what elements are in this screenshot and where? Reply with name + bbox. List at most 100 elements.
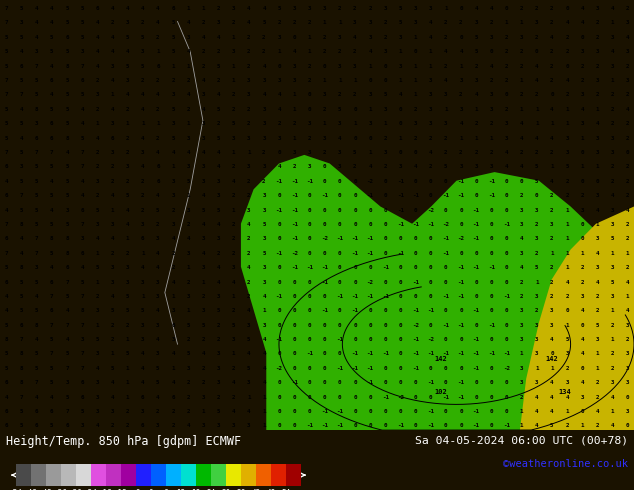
- Text: 5: 5: [50, 222, 53, 227]
- Text: 4: 4: [217, 35, 220, 40]
- Text: 5: 5: [217, 208, 220, 213]
- Text: 3: 3: [141, 279, 145, 285]
- Text: 5: 5: [20, 78, 23, 83]
- Text: 3: 3: [141, 323, 145, 328]
- Text: 2: 2: [505, 35, 508, 40]
- Text: 4: 4: [247, 222, 250, 227]
- Text: 4: 4: [429, 21, 432, 25]
- Text: 3: 3: [338, 64, 342, 69]
- Text: -1: -1: [443, 323, 450, 328]
- Text: 4: 4: [247, 21, 250, 25]
- Text: 4: 4: [171, 236, 175, 242]
- Text: 4: 4: [368, 49, 372, 54]
- Text: -1: -1: [351, 294, 358, 299]
- Text: 1: 1: [595, 107, 599, 112]
- Text: 5: 5: [20, 294, 23, 299]
- Text: 0: 0: [429, 179, 432, 184]
- Text: 4: 4: [368, 165, 372, 170]
- Text: 4: 4: [96, 366, 99, 371]
- Text: 5: 5: [171, 49, 175, 54]
- Text: 4: 4: [489, 64, 493, 69]
- Text: 1: 1: [611, 409, 614, 414]
- Text: 2: 2: [535, 222, 538, 227]
- Text: 0: 0: [429, 323, 432, 328]
- Text: 4: 4: [171, 150, 175, 155]
- Text: 2: 2: [489, 150, 493, 155]
- Text: 0: 0: [292, 423, 296, 428]
- Text: 5: 5: [20, 409, 23, 414]
- Text: 4: 4: [20, 136, 23, 141]
- Text: 3: 3: [232, 6, 235, 11]
- Text: 3: 3: [156, 423, 160, 428]
- Text: 6: 6: [81, 208, 84, 213]
- Text: 2: 2: [550, 279, 553, 285]
- Text: 1: 1: [111, 93, 114, 98]
- Text: 5: 5: [171, 136, 175, 141]
- Text: 5: 5: [384, 93, 387, 98]
- Text: 0: 0: [307, 394, 311, 400]
- Text: 0: 0: [414, 265, 417, 270]
- Text: 4: 4: [141, 107, 145, 112]
- Text: 4: 4: [626, 35, 630, 40]
- Text: 3: 3: [111, 409, 114, 414]
- Text: 5: 5: [4, 265, 8, 270]
- Text: 0: 0: [353, 380, 357, 385]
- Text: 2: 2: [520, 394, 523, 400]
- Text: 0: 0: [384, 366, 387, 371]
- Text: -1: -1: [488, 265, 495, 270]
- Text: 8: 8: [65, 136, 68, 141]
- Text: 3: 3: [247, 136, 250, 141]
- Text: 3: 3: [429, 121, 432, 126]
- Text: 5: 5: [20, 35, 23, 40]
- Text: 2: 2: [595, 380, 599, 385]
- Text: -1: -1: [503, 294, 510, 299]
- Text: 2: 2: [171, 251, 175, 256]
- Text: 0: 0: [414, 236, 417, 242]
- Text: 5: 5: [126, 35, 129, 40]
- Text: -1: -1: [472, 409, 479, 414]
- Text: 3: 3: [35, 121, 39, 126]
- Text: 1: 1: [535, 279, 538, 285]
- Text: 0: 0: [399, 150, 402, 155]
- Text: -2: -2: [427, 208, 434, 213]
- Text: 4: 4: [141, 165, 145, 170]
- Text: 5: 5: [535, 265, 538, 270]
- Text: 4: 4: [581, 380, 584, 385]
- Text: 0: 0: [353, 179, 357, 184]
- Text: 5: 5: [4, 35, 8, 40]
- Text: 6: 6: [35, 423, 39, 428]
- Text: 2: 2: [595, 423, 599, 428]
- Text: 3: 3: [474, 21, 478, 25]
- Text: 4: 4: [171, 351, 175, 356]
- Text: 4: 4: [581, 21, 584, 25]
- Text: 1: 1: [323, 121, 327, 126]
- Text: 4: 4: [186, 49, 190, 54]
- Text: 1: 1: [399, 49, 402, 54]
- Text: 7: 7: [81, 165, 84, 170]
- Text: 2: 2: [111, 323, 114, 328]
- Text: 3: 3: [202, 308, 205, 313]
- Text: 2: 2: [535, 6, 538, 11]
- Text: 4: 4: [141, 136, 145, 141]
- Text: 2: 2: [550, 193, 553, 198]
- Text: 0: 0: [277, 222, 281, 227]
- Text: 1: 1: [141, 121, 145, 126]
- Text: 6: 6: [81, 394, 84, 400]
- Text: 3: 3: [520, 208, 523, 213]
- Text: 5: 5: [96, 208, 99, 213]
- Text: -1: -1: [276, 251, 283, 256]
- Text: 8: 8: [4, 337, 8, 342]
- Text: 2: 2: [307, 78, 311, 83]
- Text: 3: 3: [550, 308, 553, 313]
- Text: 3: 3: [581, 49, 584, 54]
- Text: -1: -1: [458, 323, 465, 328]
- Text: 2: 2: [520, 49, 523, 54]
- Text: 4: 4: [111, 193, 114, 198]
- Text: 0: 0: [566, 6, 569, 11]
- Text: -1: -1: [351, 366, 358, 371]
- Text: 5: 5: [550, 423, 553, 428]
- Text: 2: 2: [277, 21, 281, 25]
- Text: 2: 2: [581, 193, 584, 198]
- Text: 0: 0: [429, 366, 432, 371]
- Text: 3: 3: [262, 236, 266, 242]
